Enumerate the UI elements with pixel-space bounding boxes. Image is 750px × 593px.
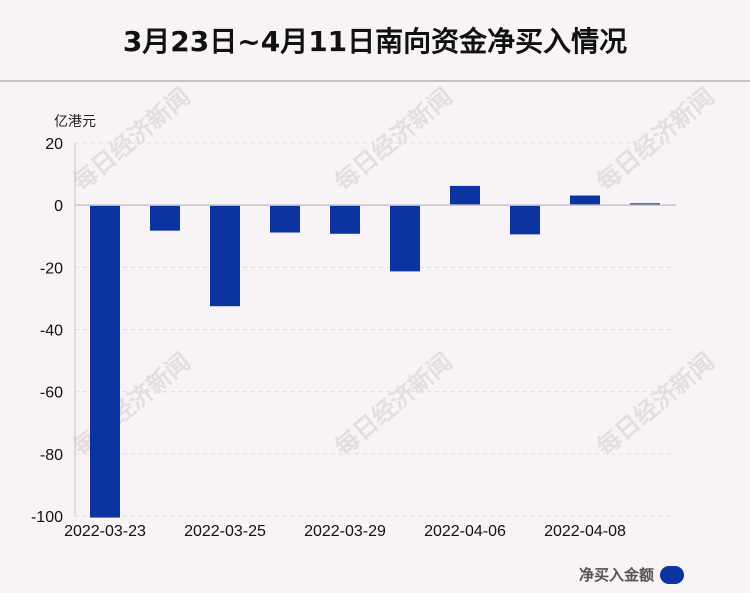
x-tick-label: 2022-03-23 [64, 523, 146, 540]
bar [450, 185, 480, 206]
bar [630, 203, 660, 206]
y-tick-label: 20 [45, 136, 63, 153]
bar [390, 205, 420, 272]
bar [330, 205, 360, 234]
y-tick-label: -80 [40, 447, 63, 464]
bar [210, 205, 240, 307]
y-axis-unit: 亿港元 [54, 114, 96, 130]
bar [570, 195, 600, 206]
chart-title: 3月23日~4月11日南向资金净买入情况 [122, 25, 628, 58]
legend-swatch [660, 565, 684, 584]
y-tick-label: 0 [54, 198, 63, 215]
title-divider [0, 80, 750, 82]
legend: 净买入金额 [579, 564, 684, 585]
bar [150, 205, 180, 231]
bar [510, 205, 540, 235]
x-tick-label: 2022-03-29 [304, 523, 386, 540]
y-tick-label: -20 [40, 260, 63, 277]
bar [270, 205, 300, 233]
x-tick-label: 2022-03-25 [184, 523, 266, 540]
bar [90, 205, 120, 518]
y-tick-label: -60 [40, 385, 63, 402]
x-tick-label: 2022-04-06 [424, 523, 506, 540]
y-tick-label: -40 [40, 323, 63, 340]
x-tick-label: 2022-04-08 [544, 523, 626, 540]
legend-label: 净买入金额 [578, 566, 654, 584]
y-tick-label: -100 [31, 509, 63, 526]
